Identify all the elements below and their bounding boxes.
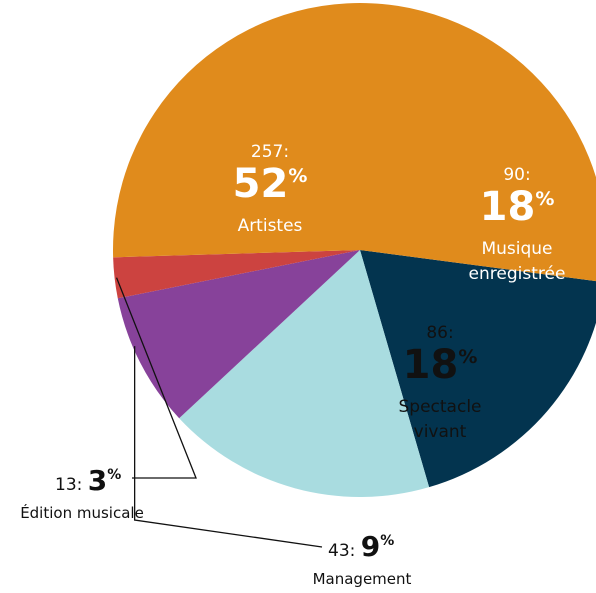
label-edition-musicale-value: 13: 3% <box>55 464 121 497</box>
slice-management <box>117 250 361 419</box>
label-spectacle-vivant-count: 86: <box>426 323 453 343</box>
label-edition-musicale-name: Édition musicale <box>20 503 144 522</box>
label-edition-musicale-leader <box>115 277 197 479</box>
slice-musique-enregistree <box>360 250 596 488</box>
slice-edition-musicale <box>113 250 360 299</box>
label-artistes-count: 257: <box>251 142 289 162</box>
label-spectacle-vivant-name-line2: vivant <box>414 422 467 442</box>
label-management-value: 43: 9% <box>328 530 394 563</box>
slice-labels: 257:52%Artistes90:18%Musiqueenregistrée8… <box>20 142 565 588</box>
label-musique-enregistree-percent: 18% <box>480 184 555 230</box>
label-spectacle-vivant-name-line1: Spectacle <box>399 397 482 417</box>
label-management-leader <box>133 346 323 548</box>
label-spectacle-vivant-percent: 18% <box>403 342 478 388</box>
label-musique-enregistree-name-line1: Musique <box>481 239 552 259</box>
leader-lines <box>115 277 323 548</box>
label-musique-enregistree-name-line2: enregistrée <box>469 264 566 284</box>
slice-spectacle-vivant <box>179 250 430 497</box>
label-musique-enregistree-count: 90: <box>503 165 530 185</box>
pie-slices <box>113 3 596 497</box>
label-artistes-percent: 52% <box>233 161 308 207</box>
label-artistes-name: Artistes <box>238 216 303 236</box>
slice-artistes <box>113 3 596 282</box>
label-management-name: Management <box>313 570 412 588</box>
